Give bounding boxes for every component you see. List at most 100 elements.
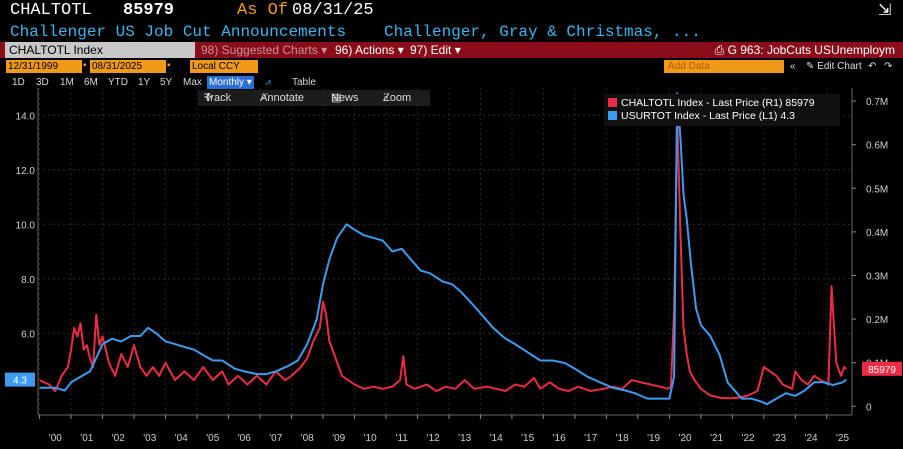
right-tick-label: 0.5M [866, 184, 888, 195]
legend-label: USURTOT Index - Last Price (L1) [621, 110, 778, 122]
legend-value: 4.3 [780, 110, 795, 122]
right-tick-label: 0 [866, 402, 872, 413]
ticker[interactable]: CHALTOTL [10, 1, 92, 20]
x-tick-label: '20 [679, 433, 692, 444]
chart-title-text: G 963: JobCuts USUnemploym [727, 43, 895, 57]
edit-menu[interactable]: 97) Edit ▾ [410, 43, 461, 57]
legend-item-chaltotl[interactable]: CHALTOTL Index - Last Price (R1) 85979 [608, 97, 815, 110]
left-tick-label: 10.0 [16, 220, 36, 231]
x-tick-label: '17 [584, 433, 597, 444]
x-tick-label: '13 [458, 433, 471, 444]
description-header: Challenger US Job Cut Announcements Chal… [0, 22, 903, 42]
period-1y[interactable]: 1Y [138, 77, 151, 88]
legend-swatch-red [608, 98, 617, 107]
last-value: 85979 [123, 1, 175, 20]
calendar-icon[interactable]: ▪ [83, 60, 87, 71]
right-tick-label: 0.4M [866, 228, 888, 239]
x-tick-label: '18 [616, 433, 629, 444]
x-tick-label: '00 [49, 433, 62, 444]
pencil-icon: ⟋ [260, 92, 268, 104]
security-header: CHALTOTL 85979 As Of 08/31/25 ⇲ [0, 0, 903, 22]
as-of-date: 08/31/25 [292, 1, 374, 20]
x-tick-label: '16 [553, 433, 566, 444]
x-tick-label: '21 [710, 433, 723, 444]
right-last-tag: 85979 [868, 365, 896, 376]
news-icon: ▤ [331, 92, 342, 104]
left-last-tag-bg [5, 372, 35, 387]
table-button[interactable]: Table [292, 77, 316, 88]
x-tick-label: '14 [490, 433, 503, 444]
chart-lines [39, 92, 847, 406]
right-last-tag-bg [862, 361, 902, 376]
as-of-label: As Of [237, 1, 289, 20]
left-tick-label: 8.0 [21, 275, 35, 286]
x-tick-label: '10 [364, 433, 377, 444]
actions-menu[interactable]: 96) Actions ▾ [335, 43, 404, 57]
period-5y[interactable]: 5Y [160, 77, 173, 88]
x-tick-label: '15 [521, 433, 534, 444]
period-1d[interactable]: 1D [12, 77, 25, 88]
x-tick-label: '07 [269, 433, 282, 444]
period-6m[interactable]: 6M [84, 77, 98, 88]
edit-chart-button[interactable]: ✎ Edit Chart [806, 60, 862, 73]
collapse-icon[interactable]: « [790, 61, 796, 72]
annotate-label: Annotate [260, 92, 305, 104]
unemployment-rate-line [39, 92, 847, 406]
redo-icon[interactable]: ↷ [884, 61, 893, 72]
period-3d[interactable]: 3D [36, 77, 49, 88]
left-tick-label: 14.0 [16, 111, 36, 122]
period-1m[interactable]: 1M [60, 77, 74, 88]
right-tick-label: 0.3M [866, 271, 888, 282]
period-max[interactable]: Max [183, 77, 202, 88]
last-value-tags: 4.3 85979 [5, 361, 902, 387]
right-tick-label: 0.2M [866, 315, 888, 326]
legend-value: 85979 [785, 97, 815, 109]
crosshair-icon: ✛ [204, 92, 214, 104]
track-label: Track [204, 92, 232, 104]
add-data-input[interactable]: Add Data [664, 60, 784, 73]
right-tick-label: 0.7M [866, 97, 888, 108]
line-chart-icon[interactable]: ⩘ [265, 77, 271, 88]
x-tick-label: '02 [112, 433, 125, 444]
x-tick-label: '08 [301, 433, 314, 444]
menu-bar: CHALTOTL Index 98) Suggested Charts ▾ 96… [0, 42, 903, 58]
x-tick-label: '23 [773, 433, 786, 444]
legend-item-usurtot[interactable]: USURTOT Index - Last Price (L1) 4.3 [608, 110, 795, 123]
security-field[interactable]: CHALTOTL Index [5, 42, 195, 58]
x-tick-label: '12 [427, 433, 440, 444]
news-label: News [331, 92, 359, 104]
date-range-row: 12/31/1999 ▪ 08/31/2025 ▪ Local CCY Add … [0, 60, 903, 74]
x-tick-label: '03 [143, 433, 156, 444]
job-cuts-line [39, 113, 847, 400]
period-selector: 1D 3D 1M 6M YTD 1Y 5Y Max Monthly ▾ ⩘ Ta… [0, 76, 903, 90]
frequency-select[interactable]: Monthly ▾ [207, 76, 254, 89]
left-tick-label: 12.0 [16, 166, 36, 177]
legend-swatch-blue [608, 111, 617, 120]
currency-select[interactable]: Local CCY [190, 60, 258, 73]
wrench-icon: ✎ [806, 61, 818, 72]
security-source: Challenger, Gray & Christmas, ... [384, 23, 701, 41]
x-tick-label: '11 [396, 433, 409, 444]
x-tick-label: '25 [836, 433, 849, 444]
x-tick-label: '06 [238, 433, 251, 444]
x-tick-label: '19 [647, 433, 660, 444]
chart-icon: ⎙ [714, 43, 728, 57]
zoom-label: Zoom [383, 92, 412, 104]
security-title: Challenger US Job Cut Announcements [10, 23, 347, 41]
chart-title[interactable]: ⎙ G 963: JobCuts USUnemploym [715, 42, 895, 58]
suggested-charts-menu[interactable]: 98) Suggested Charts ▾ [201, 43, 328, 57]
chart-grid [38, 88, 852, 415]
x-tick-label: '24 [805, 433, 818, 444]
period-ytd[interactable]: YTD [108, 77, 128, 88]
end-date-input[interactable]: 08/31/2025 [90, 60, 166, 73]
x-tick-label: '04 [175, 433, 188, 444]
x-tick-label: '09 [332, 433, 345, 444]
chart-toolbar: ✛ Track ⟋ Annotate ▤ News ⌕ Zoom [198, 90, 430, 106]
start-date-input[interactable]: 12/31/1999 [6, 60, 82, 73]
calendar-icon[interactable]: ▪ [167, 60, 171, 71]
x-tick-label: '05 [206, 433, 219, 444]
undo-icon[interactable]: ↶ [868, 61, 877, 72]
pop-out-icon[interactable]: ⇲ [878, 2, 892, 19]
legend-label: CHALTOTL Index - Last Price (R1) [621, 97, 783, 109]
